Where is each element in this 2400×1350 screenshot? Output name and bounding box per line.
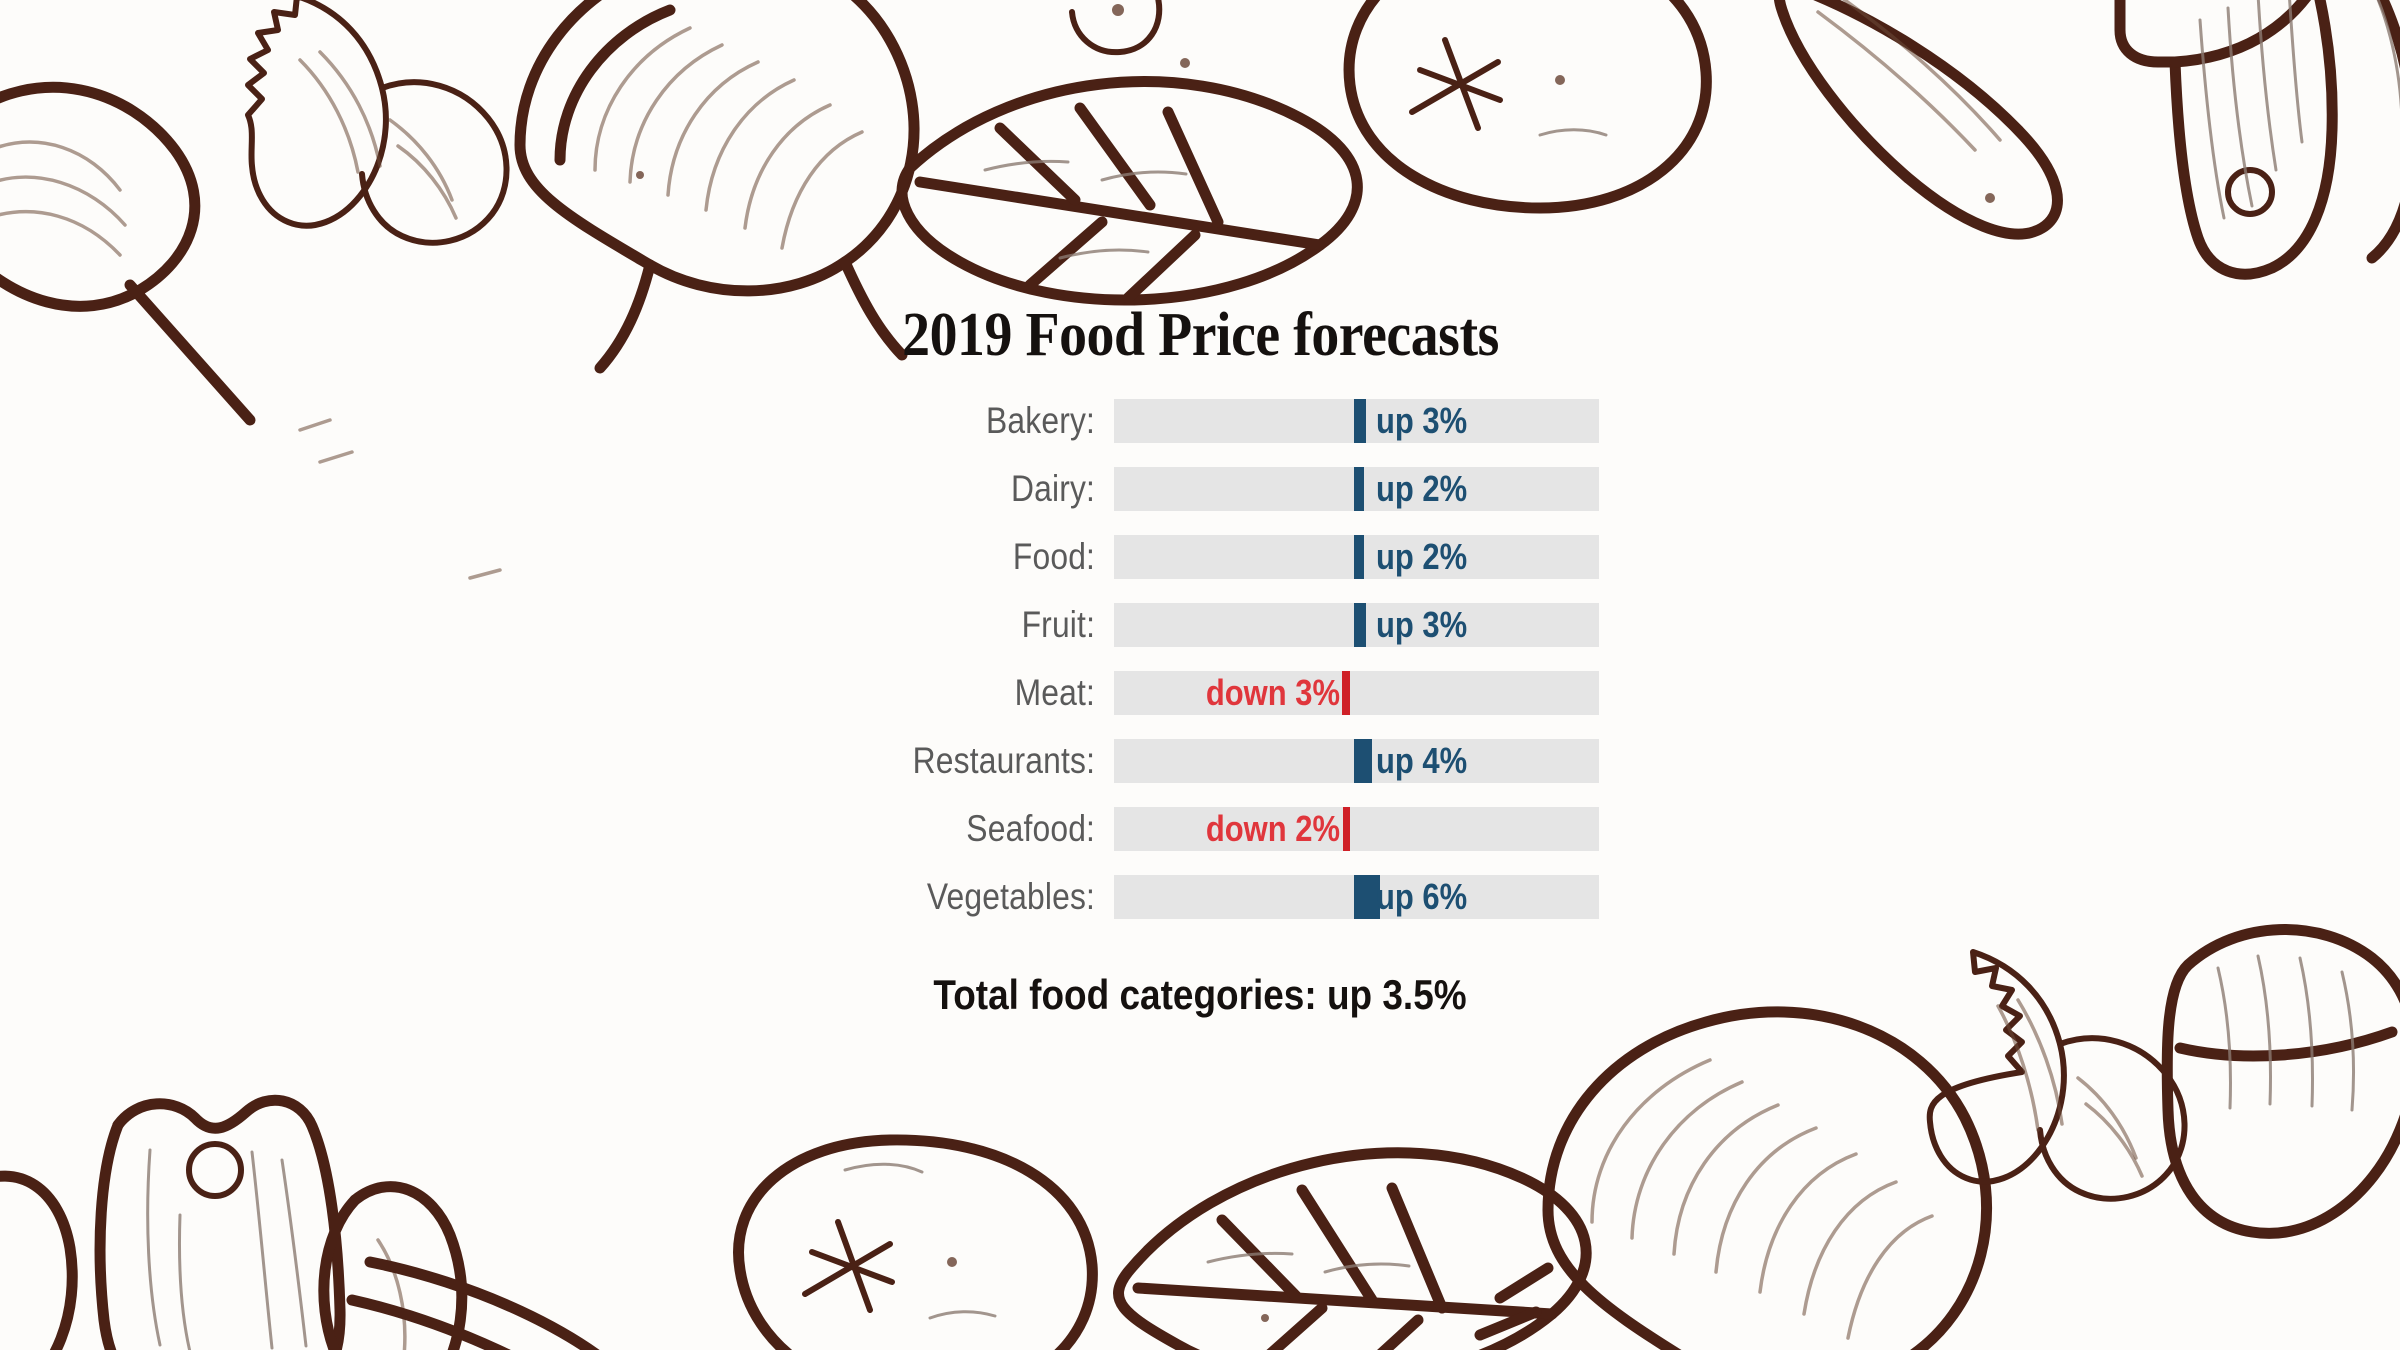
bar-track: up 6% xyxy=(1113,875,1599,919)
category-label: Food: xyxy=(1012,536,1095,577)
category-label: Restaurants: xyxy=(912,740,1095,781)
category-label: Meat: xyxy=(1014,672,1095,713)
category-label: Vegetables: xyxy=(926,876,1095,917)
category-label: Bakery: xyxy=(985,400,1095,441)
increase-marker xyxy=(1353,535,1364,579)
increase-marker xyxy=(1353,875,1380,919)
category-label: Fruit: xyxy=(1021,604,1095,645)
value-label: down 3% xyxy=(1206,672,1341,713)
value-label: up 2% xyxy=(1375,468,1467,509)
increase-marker xyxy=(1353,739,1372,783)
forecast-row: Restaurants: up 4% xyxy=(802,739,1599,783)
forecast-row: Seafood: down 2% xyxy=(802,807,1599,851)
total-food-categories-label: Total food categories: up 3.5% xyxy=(933,971,1467,1018)
value-label: down 2% xyxy=(1206,808,1341,849)
forecast-row: Meat: down 3% xyxy=(802,671,1599,715)
forecast-row: Food: up 2% xyxy=(802,535,1599,579)
value-label: up 3% xyxy=(1375,604,1467,645)
category-label: Seafood: xyxy=(965,808,1095,849)
increase-marker xyxy=(1353,603,1366,647)
bar-track: up 3% xyxy=(1113,399,1599,443)
category-label: Dairy: xyxy=(1010,468,1095,509)
forecast-rows: Bakery: up 3% Dairy: up 2% Food: up 2% Fruit: u… xyxy=(802,399,1599,943)
bar-track: up 4% xyxy=(1113,739,1599,783)
page-title: 2019 Food Price forecasts xyxy=(901,301,1499,369)
bar-track: up 2% xyxy=(1113,535,1599,579)
forecast-row: Vegetables: up 6% xyxy=(802,875,1599,919)
value-label: up 4% xyxy=(1375,740,1467,781)
value-label: up 3% xyxy=(1375,400,1467,441)
bar-track: up 2% xyxy=(1113,467,1599,511)
bar-track: down 2% xyxy=(1113,807,1599,851)
forecast-row: Bakery: up 3% xyxy=(802,399,1599,443)
increase-marker xyxy=(1353,399,1366,443)
value-label: up 6% xyxy=(1375,876,1467,917)
forecast-row: Fruit: up 3% xyxy=(802,603,1599,647)
bar-track: down 3% xyxy=(1113,671,1599,715)
decrease-marker xyxy=(1342,807,1350,851)
increase-marker xyxy=(1353,467,1364,511)
decrease-marker xyxy=(1341,671,1350,715)
forecast-row: Dairy: up 2% xyxy=(802,467,1599,511)
value-label: up 2% xyxy=(1375,536,1467,577)
bar-track: up 3% xyxy=(1113,603,1599,647)
